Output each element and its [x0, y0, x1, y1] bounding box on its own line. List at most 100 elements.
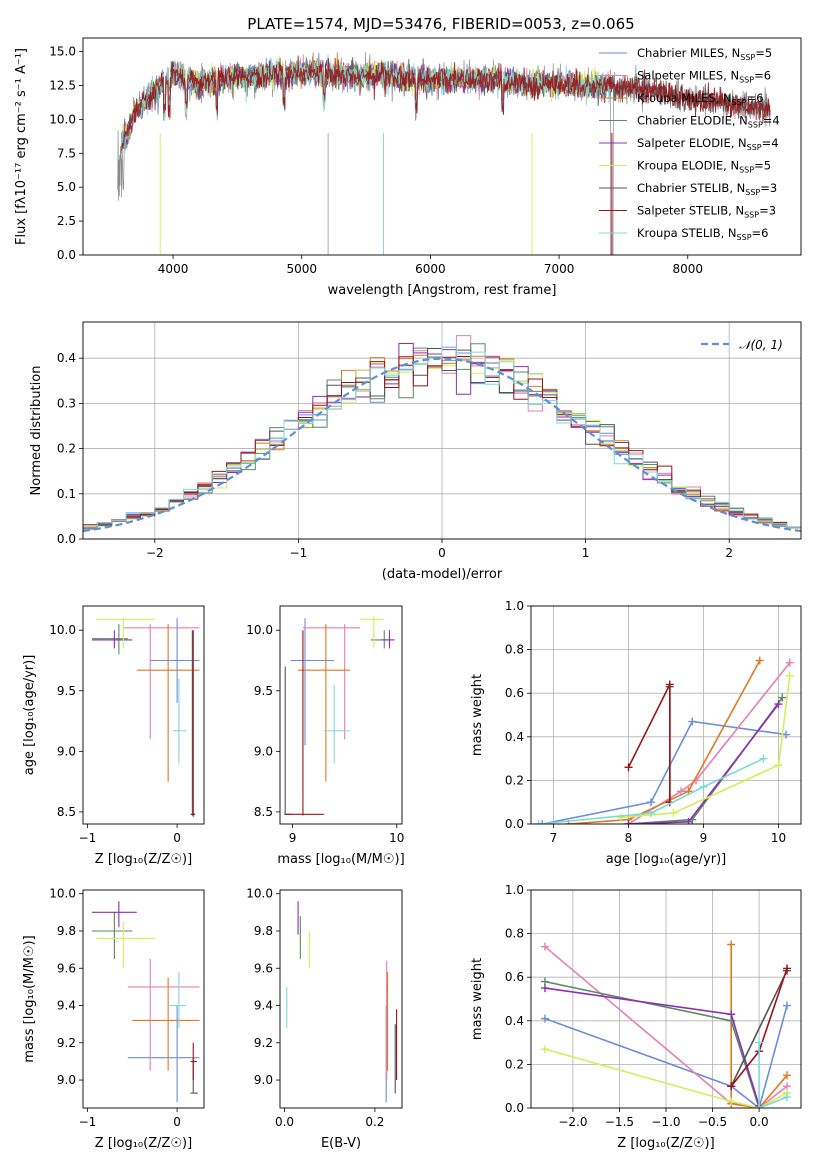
- x-tick-label: −1.5: [605, 1115, 634, 1129]
- legend-entry-name: Chabrier ELODIE: [637, 114, 732, 128]
- weight-marker: [755, 1104, 764, 1108]
- legend-entry-equals: =: [755, 46, 765, 60]
- errorbar-point: [299, 916, 301, 959]
- y-tick-label: 0.0: [505, 817, 524, 831]
- weight-marker: [755, 656, 764, 665]
- weight-line: [627, 684, 671, 803]
- legend-entry-subscript: SSP: [744, 211, 759, 220]
- errorbar-point: [127, 958, 200, 1071]
- y-tick-label: 9.0: [57, 1073, 76, 1087]
- y-tick-label: 0.0: [57, 248, 76, 262]
- x-tick-label: 9: [700, 831, 708, 845]
- legend-entry-name: Salpeter STELIB: [637, 204, 728, 218]
- errorbar-point: [386, 960, 388, 1081]
- y-tick-label: 9.5: [254, 684, 273, 698]
- legend-entry-equals: =: [754, 69, 764, 83]
- weight-marker: [759, 754, 768, 763]
- weight-marker: [647, 798, 655, 807]
- errorbar-point: [386, 971, 389, 1071]
- weight-marker: [665, 680, 674, 689]
- weight-marker: [699, 782, 708, 791]
- legend-entry-nssp-prefix: , N: [731, 136, 747, 150]
- y-axis-label: mass weight: [470, 958, 485, 1040]
- y-tick-label: 9.5: [57, 684, 76, 698]
- legend-entry-subscript: SSP: [747, 143, 762, 152]
- x-tick-label: 0: [173, 1115, 181, 1129]
- weight-marker: [783, 1093, 792, 1102]
- errorbar-point: [91, 630, 133, 649]
- y-axis-label: mass weight: [470, 674, 485, 756]
- x-axis-label: E(B-V): [321, 1136, 361, 1151]
- weight-series-salpeter-stelib: [624, 680, 674, 807]
- weight-marker: [538, 820, 547, 824]
- plot-area-age_vs_mass: [284, 615, 395, 816]
- y-tick-label: 0.1: [57, 487, 76, 501]
- x-tick-label: 2: [725, 546, 733, 560]
- axes-frame: [82, 889, 205, 1109]
- legend-entry: Kroupa MILES, NSSP=6: [637, 91, 764, 107]
- weight-line: [544, 1048, 788, 1108]
- weight-series-kroupa-elodie: [617, 671, 794, 822]
- legend-entry-nssp-prefix: , N: [732, 114, 748, 128]
- errorbar-point: [323, 684, 350, 764]
- x-tick-label: 0: [438, 546, 446, 560]
- y-tick-label: 10.0: [246, 623, 273, 637]
- weight-series-kroupa-miles: [564, 656, 764, 824]
- legend-entry-nssp: 5: [765, 46, 772, 60]
- legend-entry-nssp-prefix: , N: [729, 181, 745, 195]
- y-tick-label: 9.6: [57, 961, 76, 975]
- legend-entry-equals: =: [754, 159, 764, 173]
- errorbar-point: [286, 986, 288, 1028]
- weight-line: [758, 1042, 788, 1108]
- errorbar-point: [172, 678, 187, 764]
- weight-line: [542, 720, 787, 824]
- errorbar-point: [308, 930, 310, 969]
- errorbar-point: [168, 971, 187, 1028]
- errorbar-point: [96, 618, 155, 649]
- x-tick-label: 7: [550, 831, 558, 845]
- legend-entry-subscript: SSP: [737, 233, 752, 242]
- legend-entry-nssp: 4: [771, 136, 778, 150]
- weight-series-kroupa-stelib: [534, 754, 768, 824]
- weight-marker: [783, 964, 792, 973]
- y-tick-label: 1.0: [505, 883, 524, 897]
- x-tick-label: −2: [146, 546, 164, 560]
- weight-marker: [540, 942, 549, 951]
- weight-marker: [785, 671, 794, 680]
- y-tick-label: 9.0: [57, 744, 76, 758]
- plot-area-weight_vs_Z: [540, 940, 792, 1108]
- plot-area-residuals: [83, 335, 801, 533]
- chart-age_vs_Z: −1 0 8.5 9.0 9.5 10.0 Z [log₁₀(Z/Z☉)] age [log₁…: [22, 605, 205, 867]
- x-axis-label: (data-model)/error: [382, 567, 503, 582]
- legend-entry-nssp: 3: [769, 204, 776, 218]
- residual-histogram-kroupa-stelib: [83, 346, 801, 530]
- chart-mass_vs_EBV: 0.0 0.2 9.0 9.2 9.4 9.6 9.8 10.0 E(B-V): [246, 887, 403, 1151]
- x-tick-label: 6000: [415, 262, 446, 276]
- legend-entry-nssp: 4: [772, 114, 779, 128]
- x-tick-label: 0.0: [750, 1115, 769, 1129]
- x-axis-label: Z [log₁₀(Z/Z☉)]: [95, 1136, 192, 1151]
- legend-entry-name: Kroupa STELIB: [637, 226, 721, 240]
- errorbar-point: [360, 615, 385, 649]
- legend-entry-equals: =: [763, 114, 773, 128]
- weight-marker: [727, 940, 736, 949]
- weight-line: [568, 660, 761, 824]
- legend-entry-subscript: SSP: [739, 76, 754, 85]
- x-tick-label: 10: [771, 831, 786, 845]
- x-tick-label: 0.0: [275, 1115, 294, 1129]
- x-axis-label: Z [log₁₀(Z/Z☉)]: [95, 852, 192, 867]
- chart-mass_vs_Z: −1 0 9.0 9.2 9.4 9.6 9.8 10.0 Z [log₁₀(Z/Z☉)] mas…: [22, 887, 205, 1151]
- y-axis-label: Flux [fλ10⁻¹⁷ erg cm⁻² s⁻¹ A⁻¹]: [14, 48, 29, 245]
- plot-area-mass_vs_Z: [91, 901, 200, 1103]
- y-tick-label: 9.4: [254, 999, 273, 1013]
- y-tick-label: 12.5: [49, 78, 76, 92]
- axes-frame: [530, 605, 802, 825]
- y-axis-label: age [log₁₀(age/yr)]: [22, 655, 37, 776]
- weight-line: [620, 675, 791, 819]
- legend-entry-subscript: SSP: [748, 121, 763, 130]
- y-tick-label: 9.8: [57, 924, 76, 938]
- legend-entry-name: Chabrier STELIB: [637, 181, 729, 195]
- errorbar-point: [284, 666, 293, 815]
